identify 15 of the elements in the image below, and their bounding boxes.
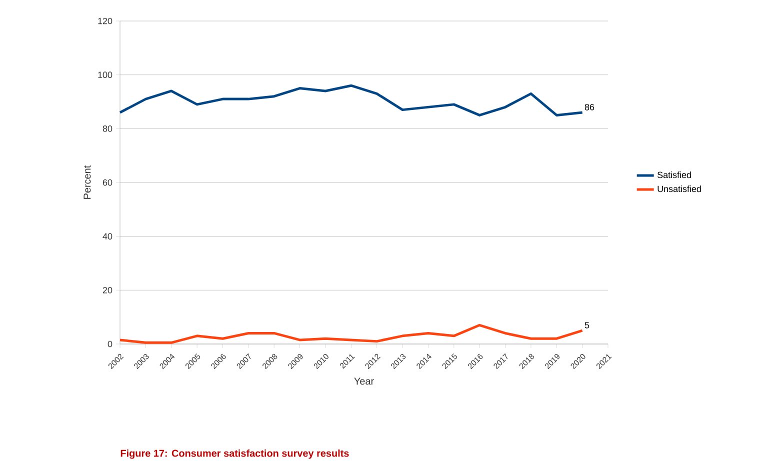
y-tick-label: 40 <box>102 233 112 240</box>
y-axis-title: Percent <box>84 165 91 199</box>
legend-label: Unsatisfied <box>658 185 701 192</box>
legend-label: Satisfied <box>657 172 691 178</box>
y-tick-label: 100 <box>98 72 112 78</box>
line-series <box>118 324 584 344</box>
y-tick-label: 120 <box>98 18 112 24</box>
y-tick-label: 20 <box>102 286 112 294</box>
y-tick-label: 80 <box>102 125 112 132</box>
y-tick-label: 0 <box>108 340 112 348</box>
annotation: 5 <box>584 322 590 328</box>
annotation: 86 <box>584 104 594 110</box>
caption: Figure 17: Consumer satisfaction survey results <box>120 449 349 459</box>
y-tick-label: 60 <box>102 179 112 186</box>
x-axis-title: Year <box>354 378 374 385</box>
